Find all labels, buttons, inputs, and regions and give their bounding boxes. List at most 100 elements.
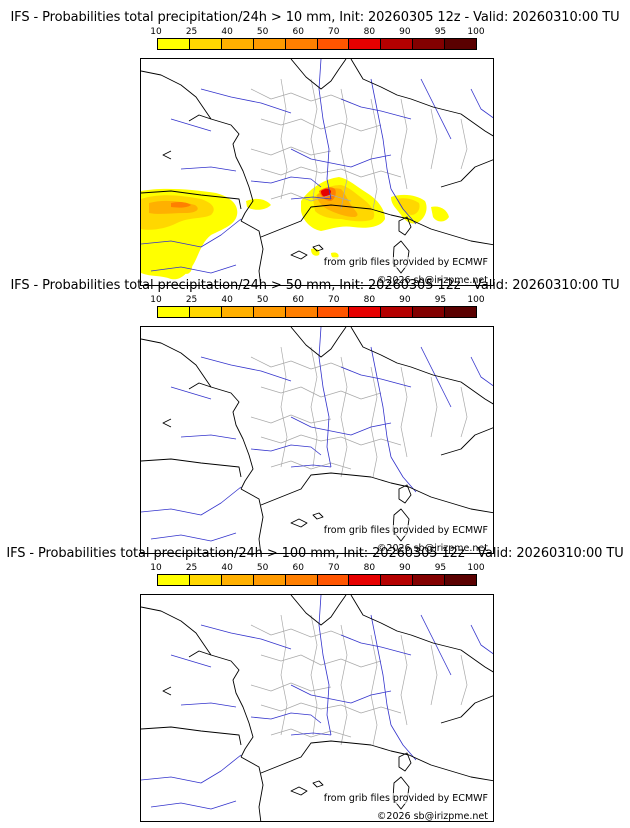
- region-border: [370, 98, 378, 210]
- coastline: [240, 220, 264, 285]
- river: [370, 78, 392, 190]
- scale-label: 70: [328, 563, 340, 573]
- region-border: [270, 460, 352, 470]
- map-svg: [141, 59, 493, 285]
- credit-source: from grib files provided by ECMWF: [323, 257, 488, 268]
- region-border: [460, 654, 468, 706]
- scale-swatch: [349, 39, 382, 49]
- scale-label: 25: [185, 563, 198, 573]
- precipitation-area: [321, 188, 331, 197]
- scale-label: 100: [467, 27, 485, 37]
- coastline: [440, 695, 493, 724]
- river: [170, 386, 212, 400]
- river: [390, 456, 417, 493]
- river: [170, 118, 212, 132]
- scale-swatch: [413, 575, 446, 585]
- river: [141, 218, 242, 248]
- coastline: [162, 418, 172, 428]
- river: [180, 702, 237, 708]
- scale-label: 10: [150, 295, 162, 305]
- river: [200, 356, 292, 382]
- river: [250, 444, 322, 456]
- scale-label: 70: [328, 295, 340, 305]
- river: [390, 724, 417, 761]
- scale-label: 60: [292, 27, 304, 37]
- region-border: [260, 654, 382, 668]
- scale-swatch: [221, 307, 254, 317]
- scale-label: 10: [150, 27, 162, 37]
- scale-swatch: [381, 39, 414, 49]
- coastline: [162, 150, 172, 160]
- region-border: [430, 376, 438, 438]
- river: [318, 327, 332, 468]
- coastline: [240, 488, 264, 553]
- scale-label: 90: [399, 295, 411, 305]
- river: [470, 88, 493, 119]
- region-border: [260, 118, 382, 132]
- scale-label: 95: [434, 295, 447, 305]
- scale-swatch: [317, 307, 350, 317]
- coastline: [398, 216, 412, 236]
- region-border: [280, 614, 288, 736]
- coastline: [312, 780, 324, 788]
- precipitation-area: [397, 198, 420, 215]
- scale-label: 95: [434, 563, 447, 573]
- region-border: [370, 366, 378, 478]
- scale-swatch: [445, 39, 477, 49]
- scale-swatch: [189, 575, 222, 585]
- panel-title: IFS - Probabilities total precipitation/…: [10, 278, 620, 293]
- region-border: [460, 118, 468, 170]
- river: [340, 634, 412, 656]
- scale-swatch: [253, 307, 286, 317]
- scale-swatch: [349, 575, 382, 585]
- coastline: [350, 327, 493, 405]
- coastline: [290, 327, 347, 358]
- coastline: [312, 512, 324, 520]
- map-svg: [141, 327, 493, 553]
- scale-label: 80: [363, 27, 376, 37]
- region-border: [250, 356, 352, 372]
- river: [420, 346, 452, 408]
- river: [420, 614, 452, 676]
- coastline: [188, 650, 212, 658]
- scale-swatch: [413, 307, 446, 317]
- region-border: [260, 166, 402, 178]
- panel-title: IFS - Probabilities total precipitation/…: [6, 546, 624, 561]
- scale-swatch: [189, 39, 222, 49]
- scale-swatch: [285, 575, 318, 585]
- region-border: [250, 414, 332, 424]
- scale-label: 50: [256, 563, 269, 573]
- river: [141, 754, 242, 784]
- region-border: [310, 614, 318, 736]
- scale-label: 90: [399, 27, 411, 37]
- region-border: [250, 146, 332, 156]
- river: [150, 264, 237, 274]
- scale-swatch: [381, 575, 414, 585]
- region-border: [460, 386, 468, 438]
- region-border: [260, 702, 402, 714]
- scale-label: 100: [467, 295, 485, 305]
- region-border: [250, 624, 352, 640]
- scale-label: 80: [363, 563, 376, 573]
- coastline: [398, 484, 412, 504]
- coastline: [440, 159, 493, 188]
- scale-swatch: [445, 307, 477, 317]
- color-scale-bar: [157, 306, 477, 318]
- region-border: [270, 728, 352, 738]
- coastline: [290, 250, 308, 260]
- scale-swatch: [285, 307, 318, 317]
- region-border: [260, 434, 402, 446]
- coastline: [312, 244, 324, 252]
- scale-swatch: [253, 575, 286, 585]
- river: [390, 188, 417, 225]
- river: [290, 732, 332, 736]
- credit-source: from grib files provided by ECMWF: [323, 525, 488, 536]
- river: [141, 486, 242, 516]
- region-border: [340, 624, 348, 746]
- scale-swatch: [158, 575, 190, 585]
- scale-label: 60: [292, 295, 304, 305]
- color-scale-labels: 10 25 40 50 60 70 80 90 95 100: [150, 27, 484, 37]
- coastline: [290, 595, 347, 626]
- coastline: [260, 740, 493, 782]
- region-border: [280, 78, 288, 200]
